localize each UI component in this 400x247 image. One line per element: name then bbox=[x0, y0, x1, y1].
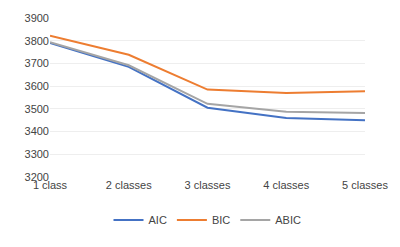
svg-text:3300: 3300 bbox=[25, 148, 49, 160]
svg-text:2 classes: 2 classes bbox=[106, 179, 152, 191]
svg-text:ABIC: ABIC bbox=[275, 214, 301, 226]
svg-text:3600: 3600 bbox=[25, 80, 49, 92]
svg-text:3700: 3700 bbox=[25, 57, 49, 69]
svg-text:BIC: BIC bbox=[212, 214, 230, 226]
svg-text:3200: 3200 bbox=[25, 171, 49, 183]
svg-text:3 classes: 3 classes bbox=[185, 179, 231, 191]
svg-text:3400: 3400 bbox=[25, 125, 49, 137]
svg-text:4 classes: 4 classes bbox=[263, 179, 309, 191]
svg-text:5 classes: 5 classes bbox=[342, 179, 388, 191]
svg-text:3800: 3800 bbox=[25, 35, 49, 47]
svg-text:3500: 3500 bbox=[25, 103, 49, 115]
svg-text:3900: 3900 bbox=[25, 12, 49, 24]
svg-text:1 class: 1 class bbox=[33, 179, 68, 191]
svg-text:AIC: AIC bbox=[149, 214, 167, 226]
